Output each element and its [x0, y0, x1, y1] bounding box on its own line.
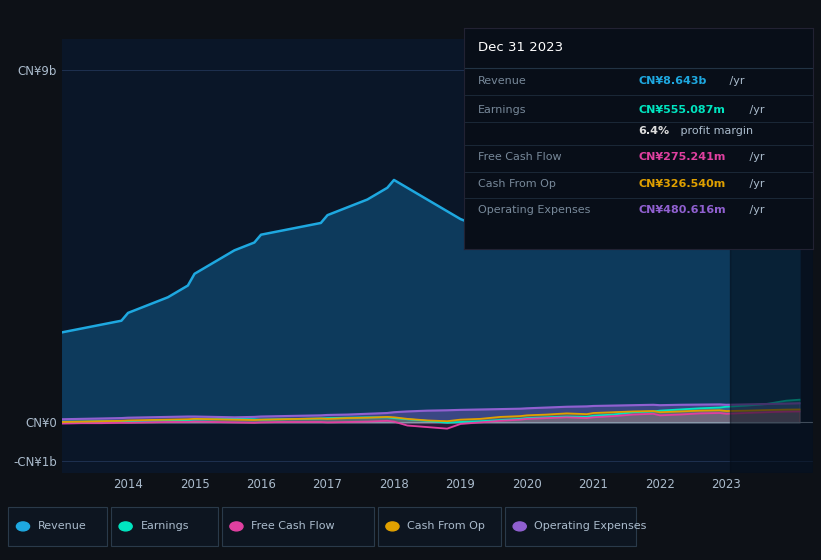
Text: /yr: /yr — [727, 76, 745, 86]
Text: Free Cash Flow: Free Cash Flow — [251, 521, 335, 531]
Text: Earnings: Earnings — [478, 105, 526, 115]
Text: /yr: /yr — [745, 152, 764, 162]
Text: 6.4%: 6.4% — [639, 126, 669, 136]
Bar — [730, 39, 813, 473]
Text: CN¥555.087m: CN¥555.087m — [639, 105, 725, 115]
Text: profit margin: profit margin — [677, 126, 754, 136]
Text: CN¥480.616m: CN¥480.616m — [639, 206, 726, 216]
Text: /yr: /yr — [745, 206, 764, 216]
Text: Free Cash Flow: Free Cash Flow — [478, 152, 562, 162]
Text: CN¥275.241m: CN¥275.241m — [639, 152, 726, 162]
Text: Cash From Op: Cash From Op — [478, 179, 556, 189]
Text: Earnings: Earnings — [140, 521, 189, 531]
Text: Revenue: Revenue — [478, 76, 526, 86]
Text: Cash From Op: Cash From Op — [407, 521, 485, 531]
Text: Dec 31 2023: Dec 31 2023 — [478, 41, 563, 54]
Text: Operating Expenses: Operating Expenses — [534, 521, 647, 531]
Text: /yr: /yr — [745, 105, 764, 115]
Text: /yr: /yr — [745, 179, 764, 189]
Text: Operating Expenses: Operating Expenses — [478, 206, 590, 216]
Text: CN¥326.540m: CN¥326.540m — [639, 179, 726, 189]
Text: Revenue: Revenue — [38, 521, 86, 531]
Text: CN¥8.643b: CN¥8.643b — [639, 76, 707, 86]
